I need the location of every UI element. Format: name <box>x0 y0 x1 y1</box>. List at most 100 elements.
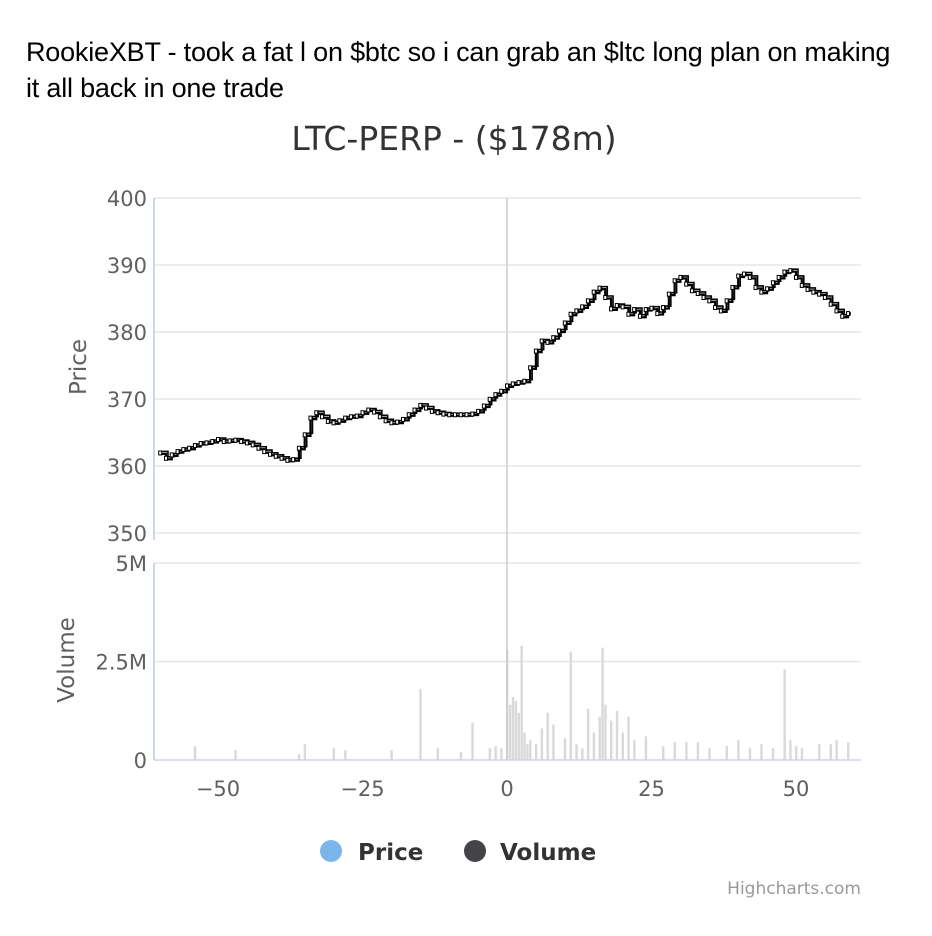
volume-bar <box>511 696 515 760</box>
volume-bar <box>835 740 838 760</box>
price-tick-label: 350 <box>107 522 147 546</box>
volume-bar <box>725 746 729 760</box>
price-candle <box>707 298 712 304</box>
volume-bar <box>586 708 590 760</box>
legend-price-label: Price <box>358 840 423 866</box>
volume-bar <box>829 744 833 760</box>
price-candle <box>418 402 423 408</box>
chart-title: LTC-PERP - ($178m) <box>291 119 616 158</box>
price-candle <box>458 412 463 418</box>
post-caption: RookieXBT - took a fat l on $btc so i ca… <box>26 37 891 103</box>
price-candle <box>470 411 475 417</box>
volume-tick-label: 0 <box>134 749 147 773</box>
credits-link[interactable]: Highcharts.com <box>727 879 861 899</box>
price-candle <box>672 278 677 284</box>
price-candle <box>568 311 573 317</box>
volume-bar <box>601 647 604 760</box>
legend-item-price[interactable]: Price <box>320 840 423 866</box>
price-candle <box>227 438 232 444</box>
price-line-upper <box>162 268 851 460</box>
price-candle <box>389 420 394 426</box>
volume-bar <box>800 748 804 760</box>
price-tick-labels: 400 390 380 370 360 350 <box>107 187 147 546</box>
price-tick-label: 390 <box>107 254 147 278</box>
volume-bar <box>575 744 578 760</box>
price-candle <box>279 455 284 461</box>
price-candle <box>736 273 741 279</box>
price-tick-label: 400 <box>107 187 147 211</box>
price-candle <box>175 449 180 455</box>
volume-bar <box>546 712 549 760</box>
legend-item-volume[interactable]: Volume <box>464 840 596 866</box>
volume-bar <box>708 748 711 760</box>
price-candle <box>643 307 648 313</box>
price-candle <box>817 291 822 297</box>
volume-bar <box>332 748 335 760</box>
volume-bar <box>696 742 700 760</box>
price-candle <box>499 388 504 394</box>
price-candle <box>661 305 666 311</box>
volume-bar <box>604 704 607 760</box>
volume-bar <box>552 724 555 760</box>
price-candle <box>718 308 723 314</box>
price-candle <box>308 415 313 421</box>
price-candle <box>320 414 325 420</box>
price-candle <box>366 407 371 413</box>
price-candle <box>840 313 845 319</box>
price-candle <box>493 392 498 398</box>
price-candle <box>724 298 729 304</box>
price-candle <box>580 304 585 310</box>
volume-bar <box>514 700 518 760</box>
price-candle <box>487 396 492 402</box>
price-candle <box>256 445 261 451</box>
volume-bar <box>673 742 677 760</box>
price-candle <box>464 412 469 418</box>
price-candle <box>678 274 683 280</box>
price-candle <box>412 407 417 413</box>
volume-bar <box>615 710 619 760</box>
price-candle <box>516 380 521 386</box>
volume-bar <box>592 732 596 760</box>
price-candle <box>273 453 278 459</box>
x-tick-label: 50 <box>783 777 810 801</box>
volume-bar <box>847 742 850 760</box>
volume-bar <box>529 740 532 760</box>
price-tick-label: 360 <box>107 455 147 479</box>
price-candle <box>296 445 301 451</box>
volume-axis-title: Volume <box>54 617 80 703</box>
volume-bar <box>685 742 688 760</box>
price-candle <box>192 443 197 449</box>
price-candle <box>637 313 642 319</box>
price-candle <box>539 338 544 344</box>
x-tick-labels: −50 −25 0 25 50 <box>196 777 810 801</box>
price-candle <box>377 414 382 420</box>
volume-bar <box>633 740 636 760</box>
price-candle <box>481 403 486 409</box>
price-candle <box>221 439 226 445</box>
price-candle <box>198 441 203 447</box>
price-candle <box>776 274 781 280</box>
volume-bar <box>610 720 613 760</box>
volume-bar <box>344 750 347 760</box>
price-candle <box>360 410 365 416</box>
volume-bar <box>534 744 538 760</box>
volume-bar <box>783 669 786 760</box>
price-candle <box>533 348 538 354</box>
price-candle <box>244 440 249 446</box>
legend: Price Volume <box>320 840 596 866</box>
x-tick-label: −50 <box>196 777 240 801</box>
volume-bar <box>760 744 763 760</box>
price-candle <box>250 442 255 448</box>
volume-bar <box>540 728 544 760</box>
price-candle <box>551 335 556 341</box>
price-candle <box>406 412 411 418</box>
price-candle <box>799 282 804 288</box>
price-candle <box>216 437 220 443</box>
price-candle <box>788 268 793 274</box>
volume-bar <box>569 651 572 760</box>
volume-tick-labels: 5M 2.5M 0 <box>95 552 147 773</box>
price-candle <box>181 447 186 453</box>
price-tick-label: 380 <box>107 321 147 345</box>
price-candle <box>632 307 637 313</box>
